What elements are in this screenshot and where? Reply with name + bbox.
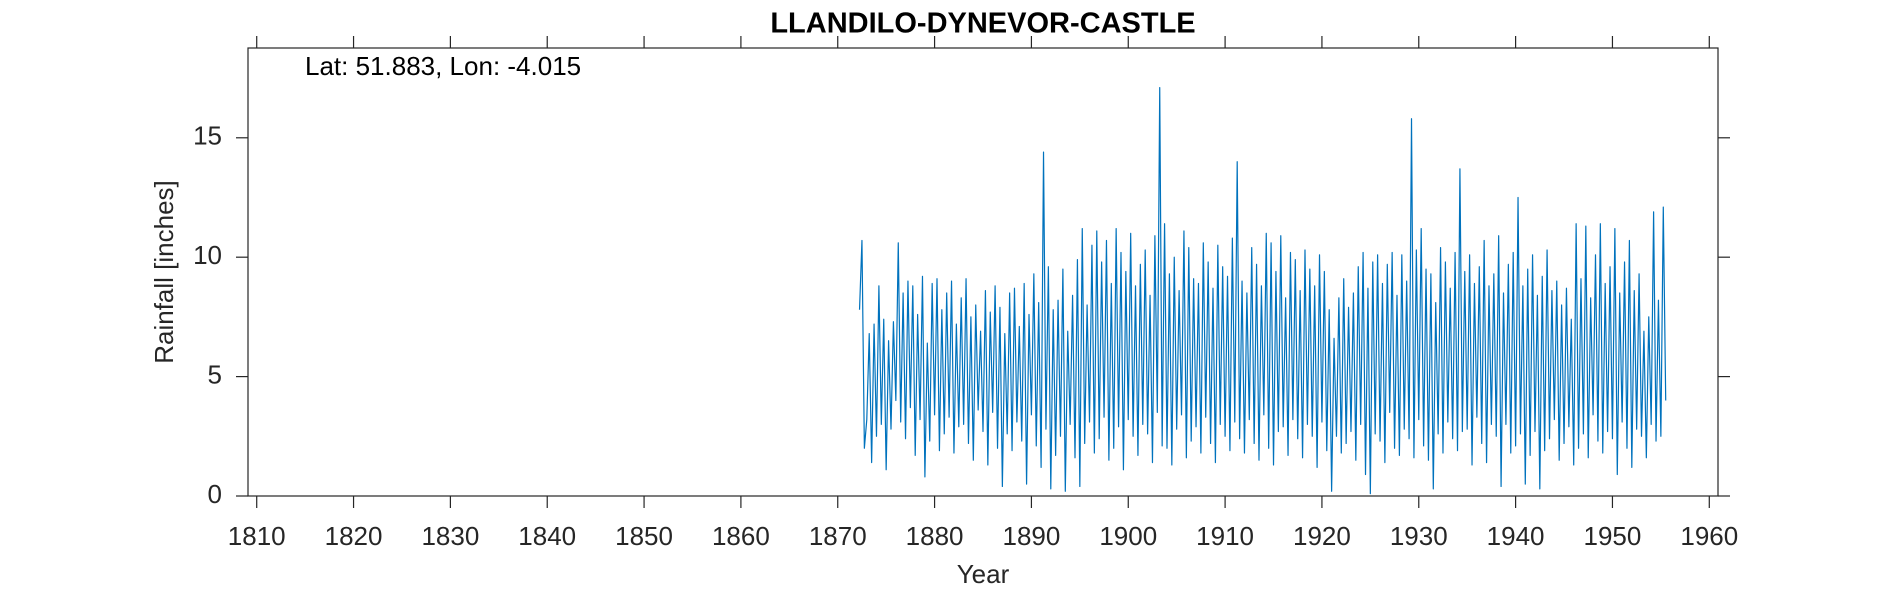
x-tick-label: 1830 [421, 521, 479, 551]
y-tick-label: 5 [208, 359, 222, 389]
y-tick-label: 15 [193, 121, 222, 151]
x-tick-label: 1850 [615, 521, 673, 551]
x-tick-label: 1910 [1196, 521, 1254, 551]
plot-frame [247, 47, 1719, 497]
x-tick-label: 1890 [1002, 521, 1060, 551]
data-line [858, 87, 1667, 495]
annotation: Lat: 51.883, Lon: -4.015 [305, 51, 581, 81]
x-tick-label: 1960 [1680, 521, 1738, 551]
y-tick-label: 0 [208, 479, 222, 509]
y-tick-label: 10 [193, 240, 222, 270]
x-tick-label: 1940 [1487, 521, 1545, 551]
chart-title: LLANDILO-DYNEVOR-CASTLE [770, 8, 1195, 40]
x-tick-label: 1920 [1293, 521, 1351, 551]
y-axis-label: Rainfall [inches] [149, 180, 179, 364]
x-tick-label: 1900 [1099, 521, 1157, 551]
x-tick-label: 1810 [228, 521, 286, 551]
x-tick-label: 1820 [325, 521, 383, 551]
x-tick-label: 1870 [809, 521, 867, 551]
x-tick-label: 1930 [1390, 521, 1448, 551]
x-tick-label: 1880 [906, 521, 964, 551]
x-tick-label: 1950 [1584, 521, 1642, 551]
x-tick-label: 1860 [712, 521, 770, 551]
x-axis-label: Year [957, 559, 1010, 589]
x-tick-label: 1840 [518, 521, 576, 551]
